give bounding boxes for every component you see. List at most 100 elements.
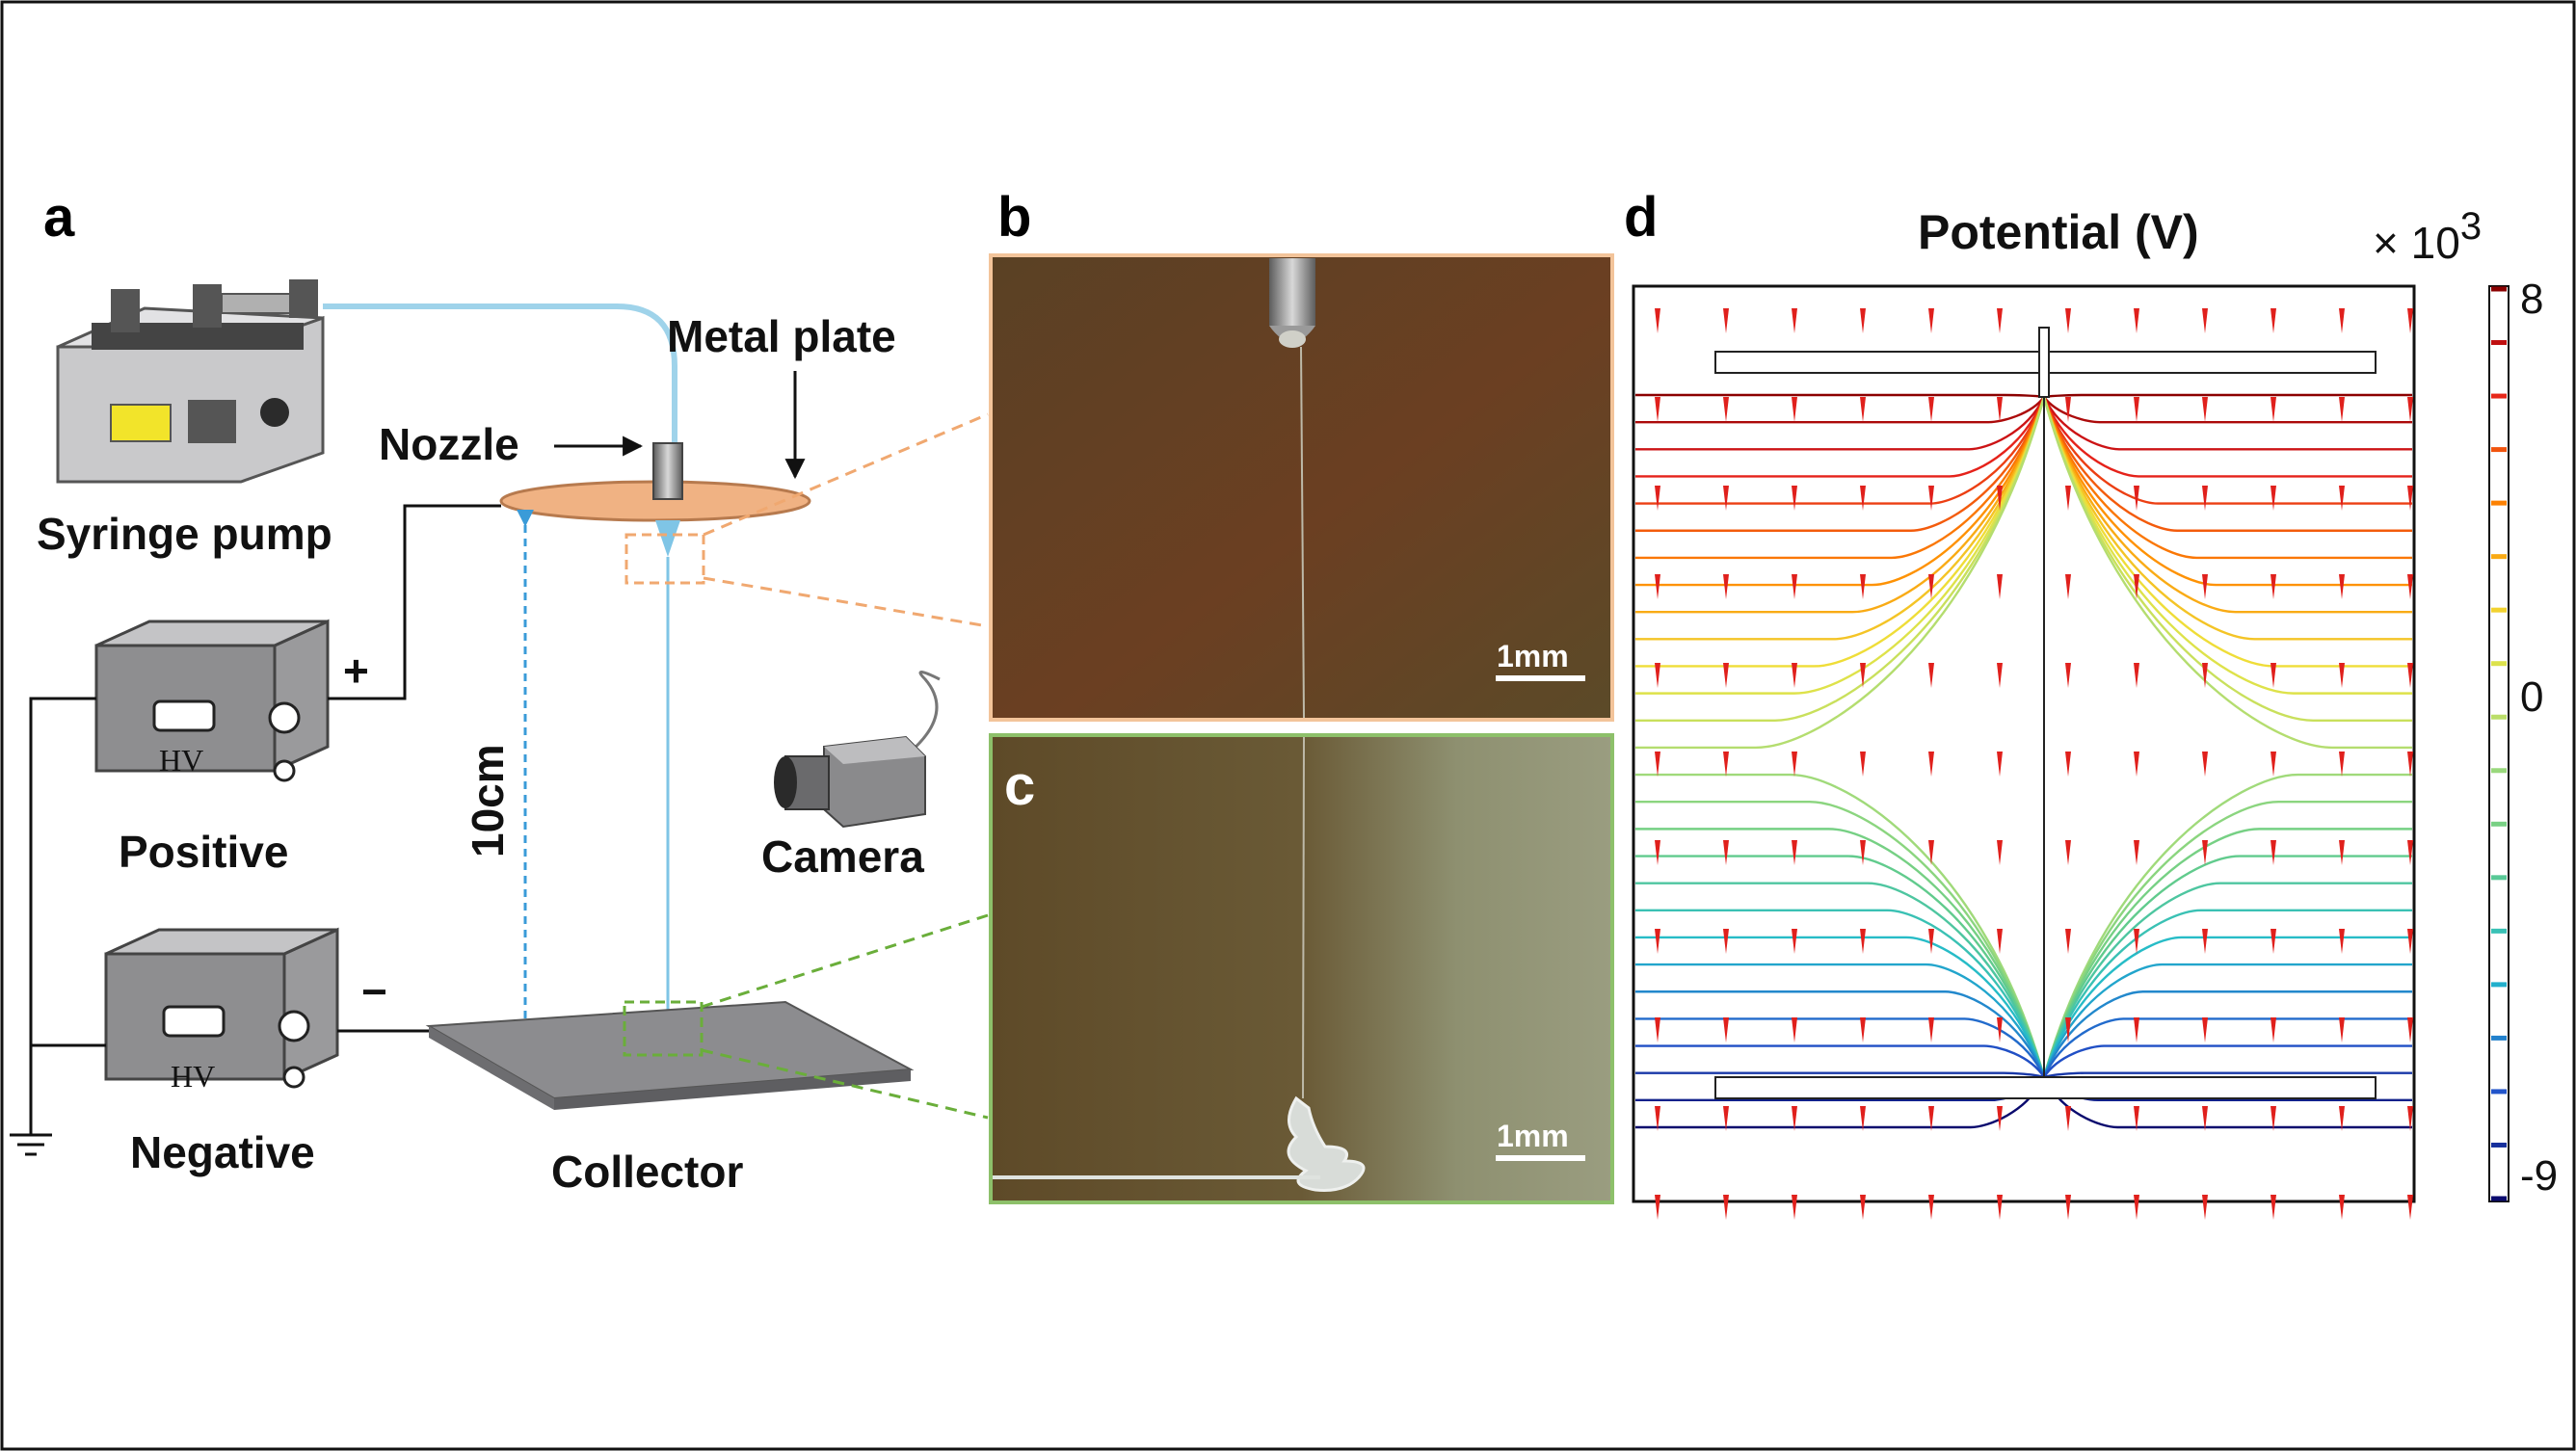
jet-thread-b xyxy=(1300,346,1305,719)
scale-bar-b-label: 1mm xyxy=(1497,639,1569,673)
negative-label: Negative xyxy=(130,1127,315,1177)
field-arrow xyxy=(2339,663,2345,688)
field-arrow xyxy=(1928,840,1934,865)
zoom-line-b-bottom xyxy=(703,576,989,628)
zoom-line-c-top xyxy=(701,913,989,1009)
equipotential-line xyxy=(1635,990,2046,1078)
positive-hv-supply-icon xyxy=(94,619,330,782)
field-arrow xyxy=(1655,840,1660,865)
field-arrow xyxy=(1997,1017,2003,1042)
field-arrow xyxy=(2202,1106,2208,1131)
field-arrow xyxy=(2407,840,2413,865)
equipotential-line xyxy=(2042,1044,2412,1078)
scale-bar-c-label: 1mm xyxy=(1497,1119,1569,1153)
field-arrow xyxy=(1997,486,2003,511)
field-arrow xyxy=(2271,397,2276,422)
field-arrow xyxy=(2271,929,2276,954)
field-arrow xyxy=(2407,663,2413,688)
field-arrow xyxy=(1928,397,1934,422)
field-arrow xyxy=(1655,752,1660,777)
field-arrow xyxy=(2339,1195,2345,1220)
field-arrow xyxy=(2134,574,2139,599)
field-arrow xyxy=(2339,1106,2345,1131)
multiplier-exponent: 3 xyxy=(2460,205,2482,248)
field-arrow xyxy=(1997,397,2003,422)
equipotential-line xyxy=(2042,396,2412,750)
equipotential-line xyxy=(2042,396,2412,505)
equipotential-line xyxy=(1635,396,2046,560)
field-arrow xyxy=(2407,1017,2413,1042)
panel-a: a Syringe pump Metal plate Nozzle xyxy=(10,186,989,1197)
metal-plate-label: Metal plate xyxy=(667,311,896,361)
negative-hv-supply-icon xyxy=(104,927,339,1089)
field-arrow xyxy=(2065,1106,2071,1131)
colorbar xyxy=(2488,285,2510,1202)
field-arrow xyxy=(2271,1106,2276,1131)
field-arrow xyxy=(1860,486,1866,511)
field-arrow xyxy=(1792,840,1797,865)
field-arrow xyxy=(2202,1017,2208,1042)
field-arrow xyxy=(1860,1195,1866,1220)
field-arrow xyxy=(2407,574,2413,599)
field-arrow xyxy=(2407,486,2413,511)
field-arrow xyxy=(1997,663,2003,688)
field-arrow xyxy=(1723,308,1729,333)
field-arrow xyxy=(1928,574,1934,599)
field-arrow xyxy=(1997,1195,2003,1220)
field-arrow xyxy=(1928,929,1934,954)
panel-d-title: Potential (V) xyxy=(1918,205,2199,259)
bottom-electrode-plate xyxy=(1714,1076,2377,1099)
field-arrow xyxy=(2271,308,2276,333)
nozzle-label: Nozzle xyxy=(379,419,519,469)
field-arrow xyxy=(1655,1106,1660,1131)
field-arrow xyxy=(2065,1195,2071,1220)
panel-c: c 1mm xyxy=(989,733,1614,1204)
collector-label: Collector xyxy=(551,1147,743,1197)
camera-icon xyxy=(774,671,941,829)
field-arrow xyxy=(2202,574,2208,599)
field-arrow xyxy=(2202,929,2208,954)
equipotential-line xyxy=(2042,936,2412,1078)
field-arrow xyxy=(2065,397,2071,422)
zoom-box-b xyxy=(624,533,705,585)
field-arrow xyxy=(1723,929,1729,954)
field-arrow xyxy=(1723,840,1729,865)
equipotential-line xyxy=(2043,396,2412,424)
field-arrow xyxy=(1792,574,1797,599)
field-arrow xyxy=(2065,752,2071,777)
equipotential-line xyxy=(2042,396,2412,532)
field-arrow xyxy=(1655,574,1660,599)
field-arrow xyxy=(2202,397,2208,422)
panel-b: b 1mm xyxy=(989,186,1614,722)
field-arrow xyxy=(1723,1106,1729,1131)
field-arrow xyxy=(1928,1017,1934,1042)
field-arrow xyxy=(1860,840,1866,865)
field-arrow xyxy=(2339,486,2345,511)
field-arrow xyxy=(1860,1017,1866,1042)
field-arrow xyxy=(2134,308,2139,333)
field-arrow xyxy=(2202,663,2208,688)
feed-tube xyxy=(323,303,677,453)
equipotential-line xyxy=(1635,396,2046,478)
field-arrow xyxy=(2339,308,2345,333)
field-arrow xyxy=(1860,752,1866,777)
equipotential-line xyxy=(2042,1017,2412,1078)
colorbar-multiplier: × 103 xyxy=(2373,205,2482,268)
field-arrows xyxy=(1655,308,2413,1220)
field-arrow xyxy=(2134,486,2139,511)
field-arrow xyxy=(2202,1195,2208,1220)
field-arrow xyxy=(2339,397,2345,422)
field-arrow xyxy=(1997,752,2003,777)
zoom-box-c xyxy=(623,1000,704,1057)
jet-thread-c xyxy=(1302,736,1305,1099)
field-arrow xyxy=(1997,929,2003,954)
field-arrow xyxy=(1655,308,1660,333)
field-arrow xyxy=(2134,1017,2139,1042)
field-arrow xyxy=(1723,397,1729,422)
hv-positive-label: HV xyxy=(159,743,203,778)
equipotential-line xyxy=(1635,396,2046,532)
hv-negative-label: HV xyxy=(171,1059,215,1094)
field-arrow xyxy=(1928,308,1934,333)
field-arrow xyxy=(1860,308,1866,333)
field-arrow xyxy=(1792,1017,1797,1042)
